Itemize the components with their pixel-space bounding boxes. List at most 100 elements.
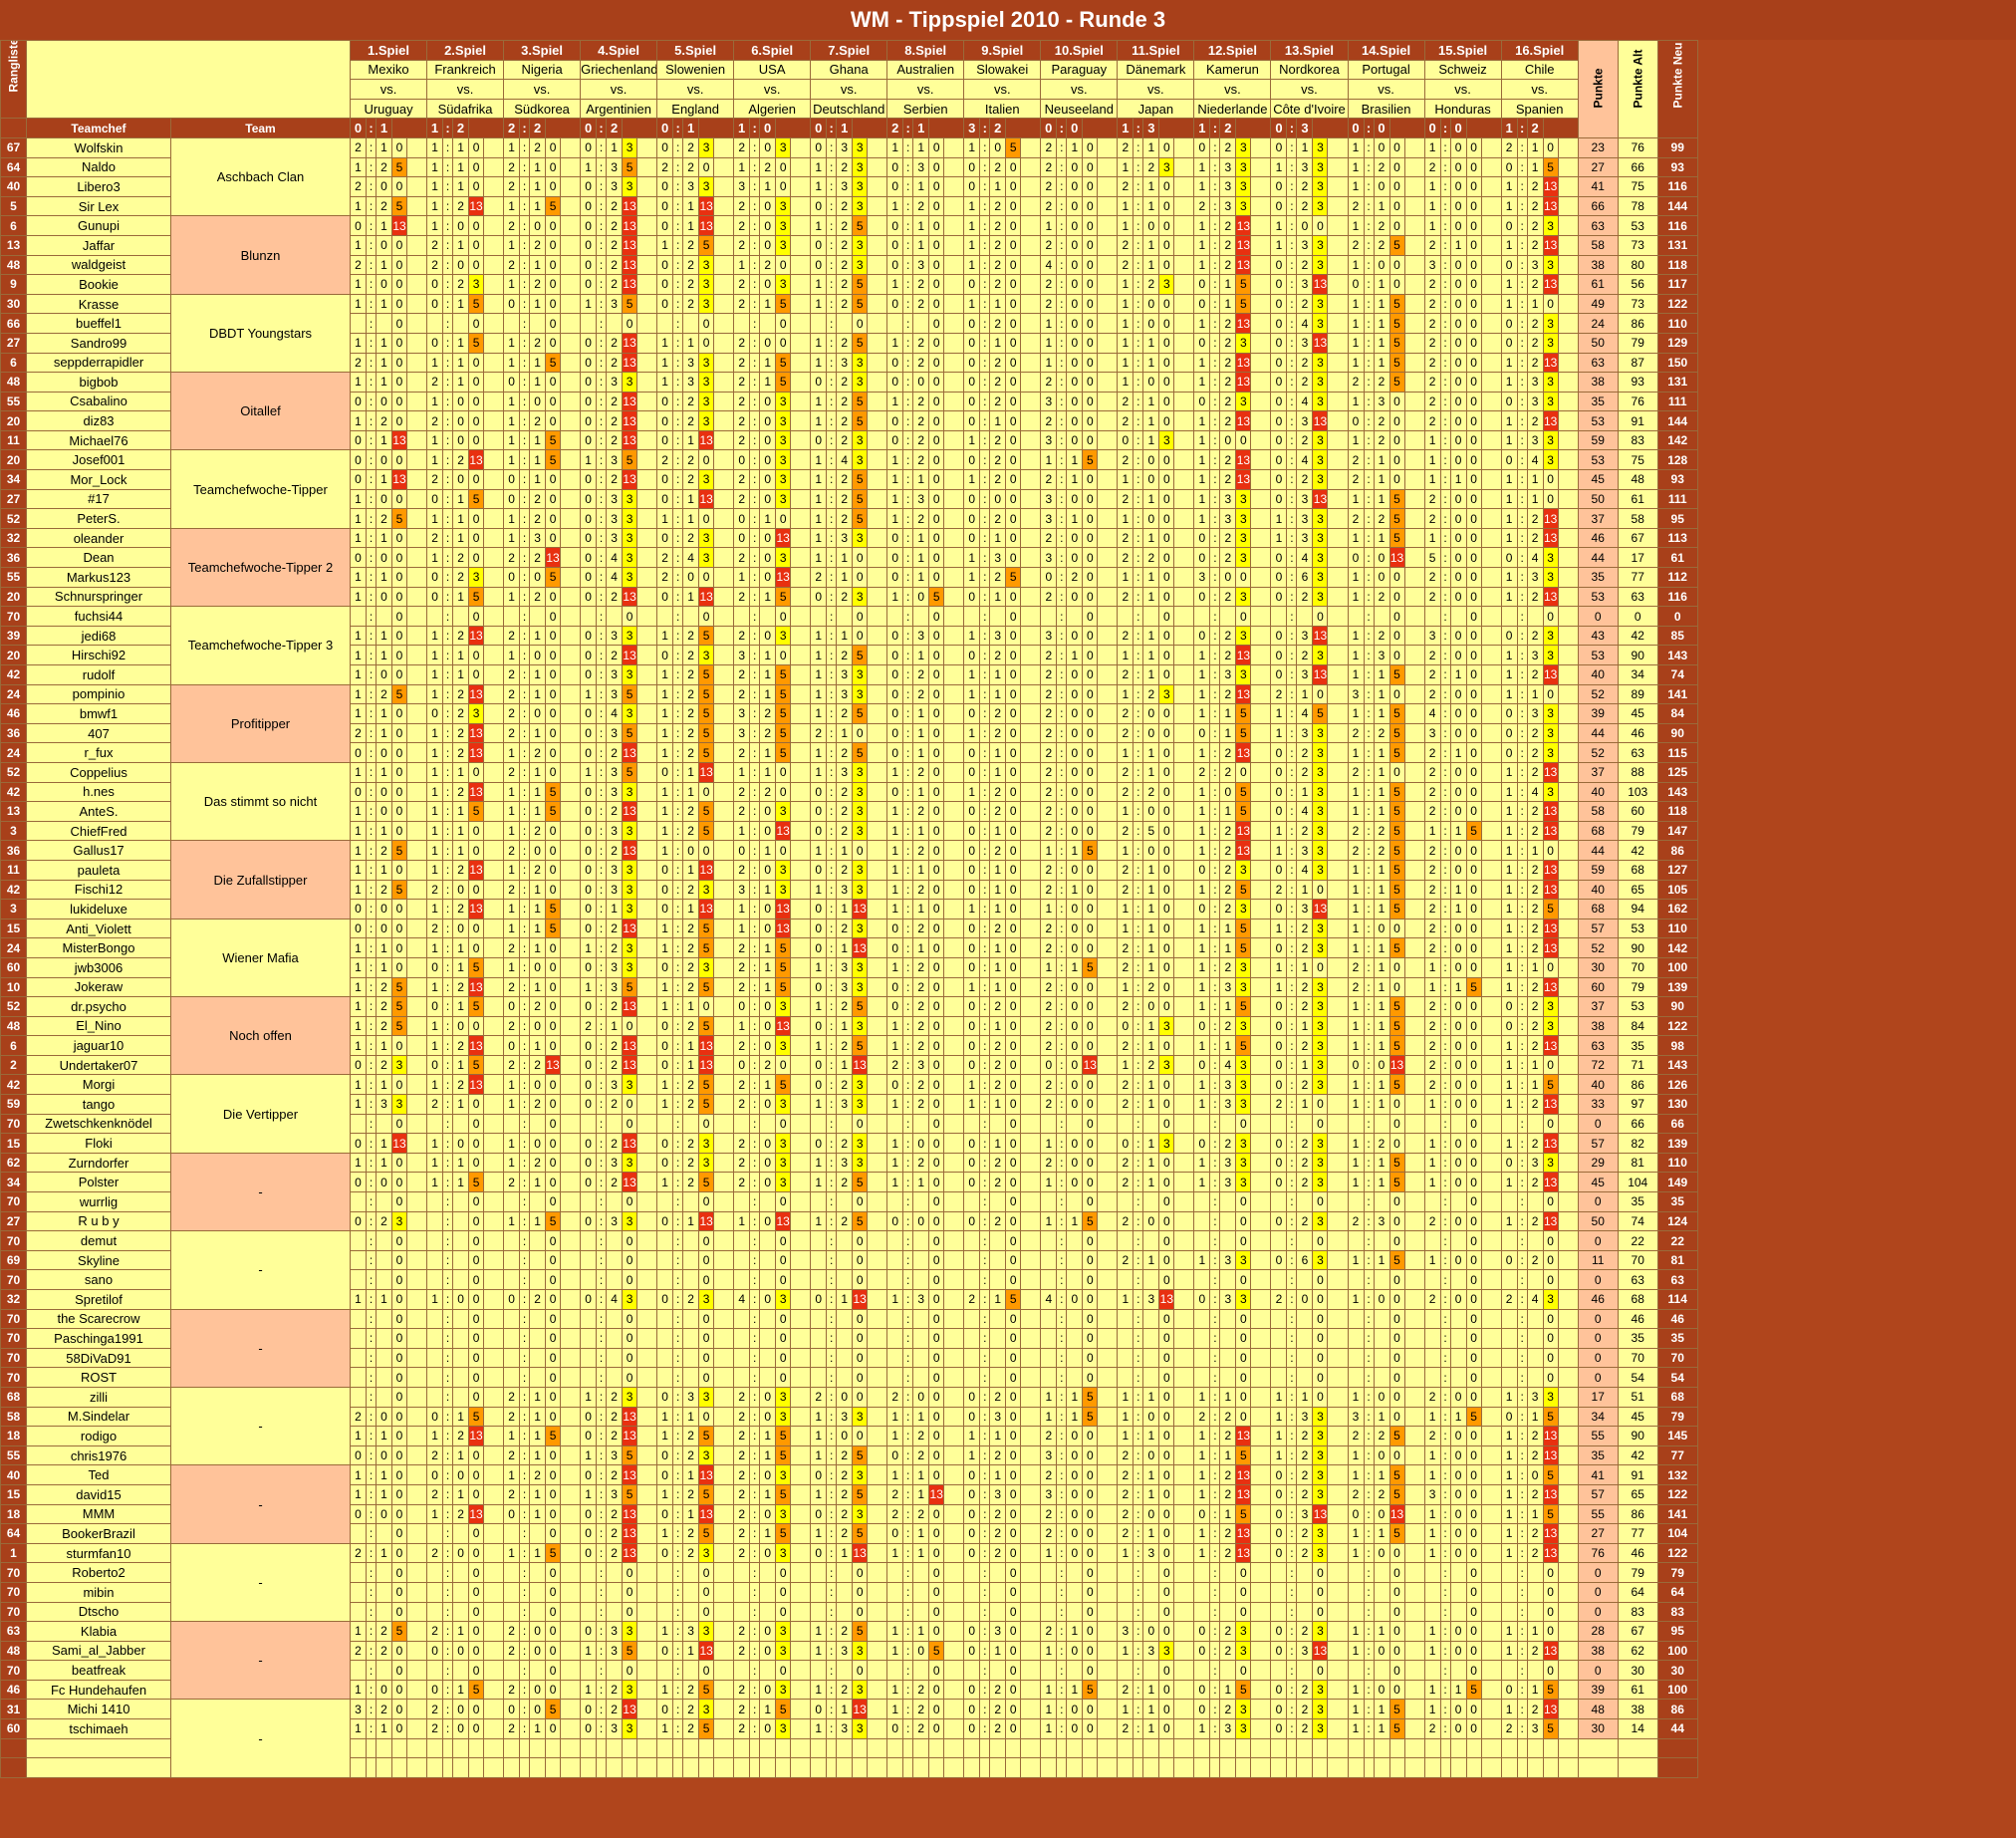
teamchef-cell: Anti_Violett (26, 918, 171, 939)
tip-away: 1 (912, 937, 930, 958)
tip-points: 3 (698, 136, 715, 158)
tip-home: 0 (733, 527, 751, 549)
tip-spacer (790, 937, 812, 958)
tip-spacer (867, 1035, 888, 1056)
table-row: 60 jwb3006 1:1 0 0:1 5 1:0 0 0:3 3 0:2 3 2:1 5 1:3 3 1:2… (0, 956, 1698, 978)
tip-spacer (1557, 1074, 1579, 1096)
tip-points: 3 (1235, 859, 1252, 881)
tip-sep: : (519, 996, 531, 1017)
tip-home: 2 (1040, 274, 1058, 295)
tip-sep: : (672, 1152, 684, 1174)
tip-sep: : (442, 956, 454, 978)
punkte-neu-cell: 99 (1656, 136, 1698, 158)
tip-home: 0 (426, 274, 444, 295)
tip-home: 1 (1270, 820, 1288, 842)
tip-home: 1 (1193, 956, 1211, 978)
tip-spacer (1173, 195, 1195, 217)
tip-sep: : (979, 742, 991, 763)
tip-away: 2 (989, 722, 1007, 744)
tip-home: 1 (1500, 372, 1518, 393)
tip-home: 2 (1117, 527, 1134, 549)
tip-sep: : (1209, 918, 1221, 939)
table-row: 40 Libero3 2:0 0 1:1 0 2:1 0 0:3 3 0:3 3 3:1 0 1:3 3 0:1… (0, 176, 1698, 197)
tip-spacer (1173, 1054, 1195, 1076)
tip-away: 0 (452, 918, 470, 939)
tip-points: 5 (852, 293, 869, 315)
tip-points: 0 (1158, 136, 1175, 158)
tip-points: 0 (1158, 1094, 1175, 1115)
tip-home: 1 (963, 625, 981, 647)
tip-spacer (483, 625, 505, 647)
tip-sep: : (519, 801, 531, 822)
tip-points: 5 (698, 918, 715, 939)
tip-spacer (943, 274, 965, 295)
tip-home: 1 (1347, 645, 1365, 665)
rank-cell: 24 (0, 683, 27, 705)
tip-sep: : (1209, 293, 1221, 315)
tip-points: 0 (1082, 606, 1099, 627)
tip-away: 1 (759, 664, 777, 685)
tip-home: 0 (1270, 1054, 1288, 1076)
punkte-cell: 46 (1577, 527, 1619, 549)
result-sep: : (1286, 118, 1298, 138)
tip-sep: : (1439, 996, 1451, 1017)
table-row: 70 wurrlig:0:0:0:0:0:0:0:0:0:0:0:0:0:0:0:… (0, 1191, 1698, 1212)
tip-home: 3 (1040, 488, 1058, 510)
tip-sep: : (596, 899, 608, 919)
tip-home: 2 (1117, 664, 1134, 685)
tip-away: 0 (682, 567, 700, 588)
tip-away: 0 (759, 547, 777, 569)
tip-home: 0 (580, 1074, 598, 1096)
tip-sep: : (1056, 937, 1068, 958)
tip-sep: : (1363, 1133, 1375, 1154)
tip-spacer (1173, 664, 1195, 685)
tip-away: 1 (1142, 1074, 1160, 1096)
tip-home: 2 (1040, 918, 1058, 939)
tip-points: 5 (1388, 1015, 1405, 1037)
tip-points: 0 (1082, 976, 1099, 998)
tip-home: 1 (1347, 918, 1365, 939)
tip-spacer (943, 156, 965, 178)
tip-points: 0 (1388, 1094, 1405, 1115)
tip-home: 1 (426, 156, 444, 178)
tip-points: 0 (391, 664, 407, 685)
tip-home: 2 (503, 683, 521, 705)
tip-spacer (713, 195, 735, 217)
tip-sep: : (519, 372, 531, 393)
tip-home: 0 (810, 781, 828, 803)
tip-sep: : (596, 1074, 608, 1096)
tip-sep: : (1133, 449, 1144, 471)
tip-sep: : (1363, 1054, 1375, 1076)
tip-home: 2 (503, 664, 521, 685)
tip-away: 2 (1219, 449, 1237, 471)
tip-away: 3 (836, 352, 854, 374)
tip-spacer (1557, 879, 1579, 901)
tip-sep: : (1209, 1054, 1221, 1076)
tip-points: 3 (1312, 508, 1329, 529)
tip-sep: : (1286, 899, 1298, 919)
tip-away: 0 (1373, 567, 1390, 588)
tip-spacer (713, 410, 735, 431)
tip-home: 1 (1500, 176, 1518, 197)
tip-home: 1 (963, 683, 981, 705)
tip-sep: : (1056, 859, 1068, 881)
tip-spacer (1097, 1015, 1119, 1037)
tip-sep: : (1056, 956, 1068, 978)
tip-spacer (1020, 918, 1042, 939)
tip-away: 3 (1296, 410, 1314, 431)
tip-sep: : (749, 1191, 761, 1212)
tip-home: 1 (733, 567, 751, 588)
tip-spacer (1327, 859, 1349, 881)
punkte-alt-cell: 86 (1617, 1074, 1658, 1096)
tip-sep: : (442, 332, 454, 354)
tip-points: 0 (1082, 254, 1099, 276)
tip-home: 0 (1347, 274, 1365, 295)
tip-home: 2 (1040, 1074, 1058, 1096)
tip-points: 3 (852, 664, 869, 685)
tip-spacer (1557, 1015, 1579, 1037)
punkte-alt-cell: 79 (1617, 976, 1658, 998)
punkte-neu-cell: 118 (1656, 801, 1698, 822)
tip-away: 1 (1526, 1054, 1544, 1076)
tip-away: 1 (1373, 703, 1390, 724)
tip-points: 0 (468, 156, 485, 178)
